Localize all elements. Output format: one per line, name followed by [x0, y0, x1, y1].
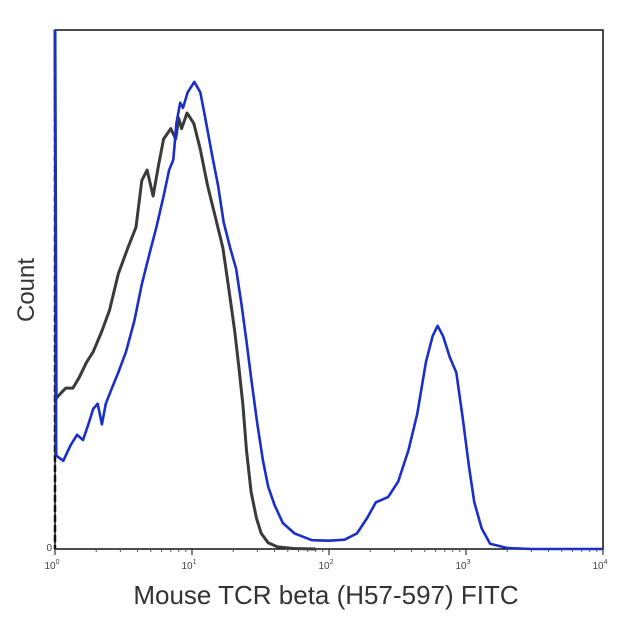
x-tick-label: 102 [318, 559, 333, 572]
x-axis-title: Mouse TCR beta (H57-597) FITC [133, 580, 518, 610]
series-line-2 [53, 29, 603, 551]
series-layer [53, 29, 603, 551]
x-tick-label: 104 [592, 559, 607, 572]
x-axis-ticks: 100 101 102 103 104 [44, 549, 608, 572]
y-axis-title: Count [13, 258, 40, 322]
y-tick-label-0: 0 [46, 543, 52, 554]
x-tick-label: 103 [455, 559, 470, 572]
x-tick-label: 100 [44, 559, 59, 572]
series-line-1 [53, 29, 316, 551]
plot-frame [54, 29, 604, 550]
x-tick-label: 101 [181, 559, 196, 572]
